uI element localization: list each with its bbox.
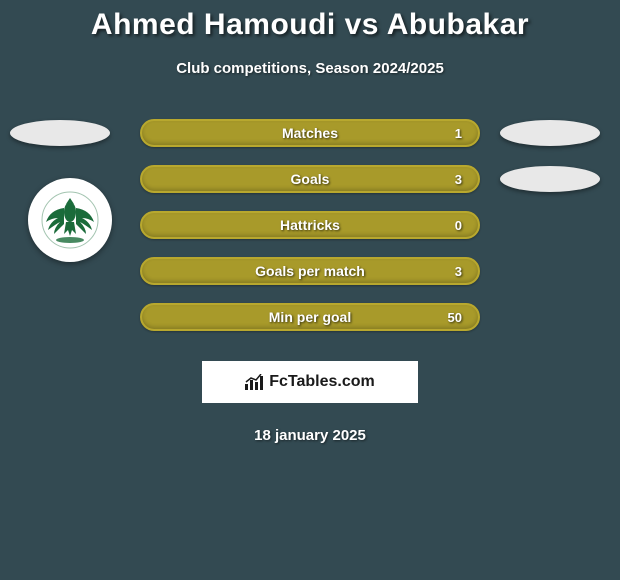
page-title: Ahmed Hamoudi vs Abubakar — [0, 8, 620, 42]
club-logo-circle — [28, 178, 112, 262]
stat-label: Goals — [291, 171, 330, 187]
brand-text: FcTables.com — [269, 373, 375, 391]
stat-bar: Matches 1 — [140, 119, 480, 147]
stat-value: 50 — [448, 310, 462, 325]
stat-value: 3 — [455, 264, 462, 279]
badge-right-placeholder — [500, 166, 600, 192]
eagle-icon — [40, 190, 100, 250]
badge-left-placeholder — [10, 120, 110, 146]
stat-bar: Goals 3 — [140, 165, 480, 193]
stat-value: 3 — [455, 172, 462, 187]
stat-value: 1 — [455, 126, 462, 141]
chart-icon — [245, 374, 265, 390]
stat-label: Goals per match — [255, 263, 365, 279]
stat-label: Matches — [282, 125, 338, 141]
date-label: 18 january 2025 — [0, 427, 620, 444]
stat-row-mpg: Min per goal 50 — [0, 303, 620, 331]
infographic-container: Ahmed Hamoudi vs Abubakar Club competiti… — [0, 0, 620, 444]
club-logo-container — [20, 175, 120, 265]
badge-right-placeholder — [500, 120, 600, 146]
stat-bar: Hattricks 0 — [140, 211, 480, 239]
page-subtitle: Club competitions, Season 2024/2025 — [0, 60, 620, 77]
brand-footer: FcTables.com — [202, 361, 418, 403]
stat-row-matches: Matches 1 — [0, 119, 620, 147]
stat-label: Hattricks — [280, 217, 340, 233]
stat-bar: Goals per match 3 — [140, 257, 480, 285]
stat-label: Min per goal — [269, 309, 351, 325]
stat-value: 0 — [455, 218, 462, 233]
stat-bar: Min per goal 50 — [140, 303, 480, 331]
